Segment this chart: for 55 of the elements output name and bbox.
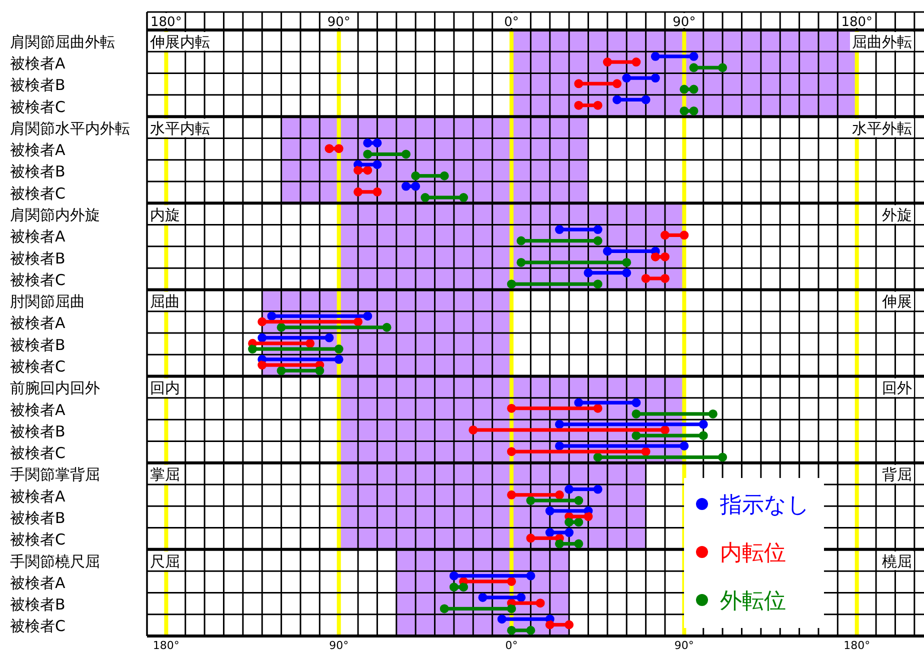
annotation: 水平外転	[852, 119, 912, 138]
y-tick-label: 被検者A	[10, 400, 66, 419]
annotation: 掌屈	[150, 466, 180, 484]
annotation: 伸展内転	[149, 32, 210, 51]
y-tick-label: 被検者B	[10, 249, 66, 268]
text: 180°	[152, 639, 180, 652]
annotation: 外旋	[882, 206, 912, 224]
text: 180°	[844, 639, 870, 652]
y-tick-label: 前腕回内回外	[10, 379, 100, 398]
y-tick-label: 被検者B	[10, 162, 66, 181]
y-tick-label: 被検者A	[10, 314, 66, 332]
x-tick-label: 0°	[504, 15, 519, 30]
y-tick-label: 手関節橈尺屈	[10, 552, 100, 570]
y-tick-label: 被検者B	[10, 596, 66, 614]
y-tick-label: 被検者C	[10, 98, 66, 116]
x-tick-label: 180°	[150, 15, 182, 30]
y-tick-label: 手関節掌背屈	[10, 466, 100, 484]
legend-label: 内転位	[720, 541, 786, 566]
y-tick-label: 被検者C	[10, 270, 66, 289]
y-tick-label: 被検者B	[10, 508, 66, 527]
y-tick-label: 被検者A	[10, 574, 66, 592]
y-tick-label: 被検者B	[10, 422, 66, 440]
annotation: 屈曲	[150, 292, 180, 311]
y-tick-label: 肩関節水平内外転	[10, 119, 130, 138]
y-tick-label: 被検者C	[10, 617, 66, 636]
annotation: 回内	[150, 379, 180, 398]
text: 90°	[329, 639, 349, 652]
y-tick-label: 被検者B	[10, 336, 66, 354]
y-tick-label: 被検者B	[10, 76, 66, 94]
legend-label: 外転位	[720, 589, 786, 614]
x-tick-label: 90°	[327, 15, 350, 30]
x-tick-label: 180°	[841, 15, 873, 30]
annotation: 屈曲外転	[852, 32, 912, 51]
annotation: 回外	[882, 379, 912, 398]
y-tick-label: 被検者C	[10, 357, 66, 376]
y-tick-label: 被検者A	[10, 228, 66, 246]
y-tick-label: 被検者C	[10, 184, 66, 202]
text: 90°	[674, 639, 694, 652]
annotation: 尺屈	[150, 552, 180, 570]
y-tick-label: 被検者C	[10, 530, 66, 549]
annotation: 背屈	[882, 466, 912, 484]
y-tick-label: 肘関節屈曲	[10, 292, 85, 311]
y-tick-label: 被検者A	[10, 141, 66, 160]
y-tick-label: 被検者A	[10, 54, 66, 72]
annotation: 橈屈	[882, 552, 912, 570]
annotation: 内旋	[150, 206, 180, 224]
y-tick-label: 被検者A	[10, 487, 66, 506]
y-tick-label: 肩関節内外旋	[10, 206, 100, 224]
text: 0°	[505, 639, 518, 652]
legend-label: 指示なし	[719, 493, 810, 518]
annotation: 水平内転	[150, 119, 210, 138]
x-tick-label: 90°	[672, 15, 696, 30]
y-tick-label: 被検者C	[10, 444, 66, 462]
annotation: 伸展	[881, 292, 912, 311]
y-tick-label: 肩関節屈曲外転	[10, 32, 115, 51]
